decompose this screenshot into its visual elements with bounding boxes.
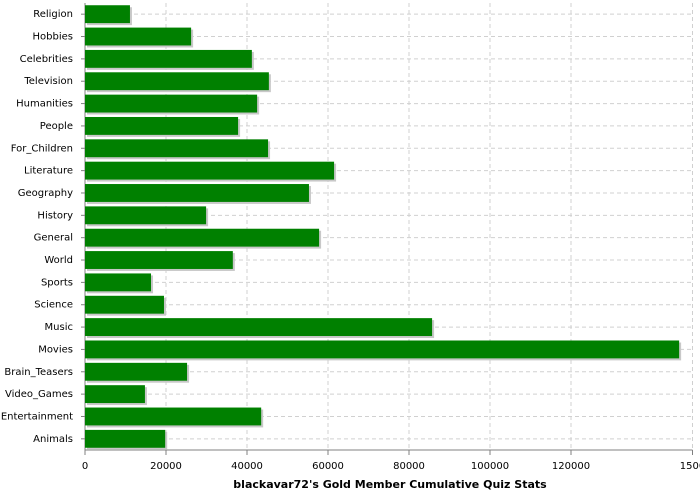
y-tick-label: World <box>44 255 73 266</box>
y-tick-label: Brain_Teasers <box>4 367 73 378</box>
bar <box>85 362 188 381</box>
y-tick-label: Television <box>23 76 73 87</box>
bar <box>85 184 309 202</box>
y-tick-label: Video_Games <box>5 389 73 400</box>
bar <box>85 49 252 68</box>
bar <box>85 228 320 247</box>
y-tick-label: History <box>37 210 73 221</box>
y-tick-label: Animals <box>33 434 73 445</box>
bar <box>85 94 258 113</box>
x-tick-label: 20000 <box>150 461 182 472</box>
x-axis-title: blackavar72's Gold Member Cumulative Qui… <box>233 478 547 491</box>
y-tick-label: Science <box>34 300 73 311</box>
bar <box>85 340 680 359</box>
bar <box>85 295 164 314</box>
bar <box>85 273 152 292</box>
y-tick-label: Entertainment <box>1 411 73 422</box>
bar <box>85 5 130 24</box>
x-tick-label: 40000 <box>231 461 263 472</box>
bar <box>85 161 335 180</box>
bar <box>85 407 262 426</box>
bar <box>85 139 269 158</box>
y-tick-label: People <box>40 121 73 132</box>
bar <box>85 385 145 404</box>
y-tick-label: Religion <box>33 9 73 20</box>
y-tick-label: Humanities <box>16 99 73 110</box>
bar <box>85 318 433 337</box>
y-tick-label: Hobbies <box>33 32 73 43</box>
bar <box>85 429 166 448</box>
y-tick-label: Movies <box>38 344 73 355</box>
x-tick-label: 120000 <box>552 461 590 472</box>
x-tick-label: 1500 <box>680 461 700 472</box>
bar <box>85 27 192 46</box>
y-tick-label: Literature <box>24 166 73 177</box>
y-tick-label: General <box>34 233 73 244</box>
y-tick-label: For_Children <box>11 143 73 154</box>
bar <box>85 251 233 269</box>
x-tick-label: 0 <box>82 461 88 472</box>
bar <box>85 72 269 91</box>
y-tick-label: Geography <box>18 188 73 199</box>
bar <box>85 116 239 135</box>
x-tick-label: 60000 <box>312 461 344 472</box>
y-tick-label: Celebrities <box>20 54 73 65</box>
x-tick-label: 100000 <box>471 461 509 472</box>
y-tick-label: Music <box>45 322 73 333</box>
x-tick-label: 80000 <box>393 461 425 472</box>
y-tick-label: Sports <box>41 277 73 288</box>
bar <box>85 206 207 225</box>
